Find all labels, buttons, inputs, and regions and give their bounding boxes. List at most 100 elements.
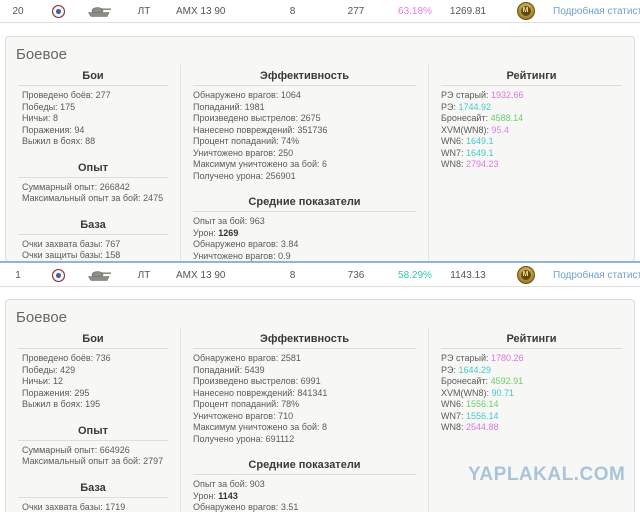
stat-value: 175 <box>60 101 76 112</box>
stat-label: Нанесено повреждений: <box>193 387 298 398</box>
nation-roundel-icon <box>51 268 65 282</box>
ratings-column: Рейтинги РЭ старый: 1780.26 РЭ: 1644.29 Бр… <box>428 328 634 512</box>
stat-value: 1269 <box>218 227 239 238</box>
stat-label: Проведено боёв: <box>22 90 96 100</box>
stat-value: 256901 <box>265 170 296 181</box>
stat-label: РЭ: <box>441 101 459 112</box>
stat-value: 12 <box>52 376 63 386</box>
stat-value: 94 <box>74 124 85 135</box>
stat-label: Опыт за бой: <box>193 479 250 489</box>
stat-label: Попаданий: <box>193 364 245 375</box>
stat-line: WN6: 1649.1 <box>429 136 634 148</box>
stat-label: Произведено выстрелов: <box>193 376 301 386</box>
stat-value: 1644.29 <box>458 364 492 375</box>
ratings-column: Рейтинги РЭ старый: 1932.66 РЭ: 1744.92 Бр… <box>428 65 634 261</box>
stat-value: 5439 <box>244 364 265 375</box>
stat-line: WN8: 2544.88 <box>429 422 634 434</box>
stat-line: Ничьи: 12 <box>6 376 180 388</box>
stat-value: 2544.88 <box>466 422 499 432</box>
stat-value: 736 <box>95 353 111 363</box>
stat-label: Очки захвата базы: <box>22 238 106 249</box>
stat-value: 295 <box>74 387 90 398</box>
stat-line: WN6: 1556.14 <box>429 399 634 411</box>
efficiency-column: Эффективность Обнаружено врагов: 1064 Поп… <box>180 65 428 261</box>
stat-line: Произведено выстрелов: 6991 <box>181 376 428 388</box>
stat-line: Суммарный опыт: 266842 <box>6 182 180 194</box>
stat-line: Уничтожено врагов: 250 <box>181 148 428 160</box>
combat-stats-panel: Боевое Бои Проведено боёв: 736 Победы: 42… <box>5 299 635 512</box>
tank-row[interactable]: 20 ЛТ AMX 13 90 8 277 63.18% 1269.81 M П… <box>0 0 640 23</box>
stat-line: Поражения: 295 <box>6 388 180 400</box>
stat-label: Ничьи: <box>22 376 53 386</box>
stat-label: Выжил в боях: <box>22 136 86 146</box>
stat-line: Произведено выстрелов: 2675 <box>181 113 428 125</box>
stat-line: РЭ старый: 1932.66 <box>429 90 634 102</box>
tank-row[interactable]: 1 ЛТ AMX 13 90 8 736 58.29% 1143.13 M По… <box>0 264 640 287</box>
stat-label: РЭ старый: <box>441 353 492 363</box>
stat-label: Суммарный опыт: <box>22 444 100 455</box>
stat-label: Максимальный опыт за бой: <box>22 456 144 466</box>
stat-value: 1064 <box>280 90 301 100</box>
stat-line: Очки защиты базы: 158 <box>6 250 180 261</box>
stat-line: РЭ: 1744.92 <box>429 102 634 114</box>
stat-label: Обнаружено врагов: <box>193 90 281 100</box>
stat-label: Максимум уничтожено за бой: <box>193 422 322 432</box>
stat-value: 4592.91 <box>490 376 524 386</box>
stat-label: Процент попаданий: <box>193 136 282 146</box>
stat-line: Победы: 429 <box>6 365 180 377</box>
stat-line: Нанесено повреждений: 351736 <box>181 125 428 137</box>
stat-line: Процент попаданий: 74% <box>181 136 428 148</box>
stat-line: Процент попаданий: 78% <box>181 399 428 411</box>
stat-value: 1556.14 <box>466 410 499 421</box>
nation-cell <box>36 4 80 18</box>
stat-label: Проведено боёв: <box>22 353 96 363</box>
stat-label: Бронесайт: <box>441 376 491 386</box>
stat-value: 3.51 <box>280 502 299 512</box>
stat-line: Получено урона: 691112 <box>181 434 428 446</box>
stat-label: Опыт за бой: <box>193 216 250 226</box>
stat-value: 95.4 <box>491 124 510 135</box>
details-link[interactable]: Подробная статистика <box>553 269 640 281</box>
tank-name: AMX 13 90 <box>176 5 226 17</box>
stat-line: Максимум уничтожено за бой: 6 <box>181 159 428 171</box>
stat-label: Максимум уничтожено за бой: <box>193 159 322 169</box>
stat-value: 1780.26 <box>491 353 524 363</box>
stat-line: Очки захвата базы: 1719 <box>6 502 180 512</box>
class-cell <box>80 5 118 18</box>
panel-title: Боевое <box>16 309 68 326</box>
stat-value: 1649.1 <box>466 136 494 146</box>
mastery-medal-icon: M <box>516 266 535 284</box>
stat-label: Урон: <box>193 227 219 238</box>
tier-value: 8 <box>289 5 296 17</box>
section-title-averages: Средние показатели <box>193 196 416 212</box>
stat-line: Уничтожено врагов: 710 <box>181 411 428 423</box>
nation-cell <box>36 268 80 282</box>
section-title-experience: Опыт <box>18 162 168 178</box>
stat-line: Опыт за бой: 963 <box>181 216 428 228</box>
stat-value: 1649.1 <box>466 147 494 158</box>
mastery-medal-icon: M <box>516 2 535 20</box>
stat-value: 6 <box>321 159 327 169</box>
stat-value: 2475 <box>143 193 164 203</box>
base-list: Очки захвата базы: 767 Очки защиты базы: … <box>6 239 180 262</box>
stat-line: Бронесайт: 4592.91 <box>429 376 634 388</box>
details-link[interactable]: Подробная статистика <box>553 5 640 17</box>
section-title-ratings: Рейтинги <box>441 70 622 86</box>
base-list: Очки захвата базы: 1719 <box>6 502 180 512</box>
ratings-list: РЭ старый: 1932.66 РЭ: 1744.92 Бронесайт: … <box>429 90 634 171</box>
stat-line: Попаданий: 5439 <box>181 365 428 377</box>
rating-value: 1269.81 <box>449 5 487 17</box>
stat-value: 3.84 <box>280 239 299 249</box>
stat-line: WN7: 1556.14 <box>429 411 634 423</box>
battles-column: Бои Проведено боёв: 277 Победы: 175 Ничьи:… <box>6 65 180 262</box>
stat-value: 250 <box>278 147 294 158</box>
stat-value: 767 <box>105 238 121 249</box>
tank-silhouette-icon <box>87 6 111 17</box>
stat-label: Получено урона: <box>193 170 266 181</box>
stat-line: РЭ: 1644.29 <box>429 365 634 377</box>
class-cell <box>80 269 118 282</box>
tier-value: 8 <box>289 269 296 281</box>
stat-line: Опыт за бой: 903 <box>181 479 428 491</box>
stat-line: Ничьи: 8 <box>6 113 180 125</box>
